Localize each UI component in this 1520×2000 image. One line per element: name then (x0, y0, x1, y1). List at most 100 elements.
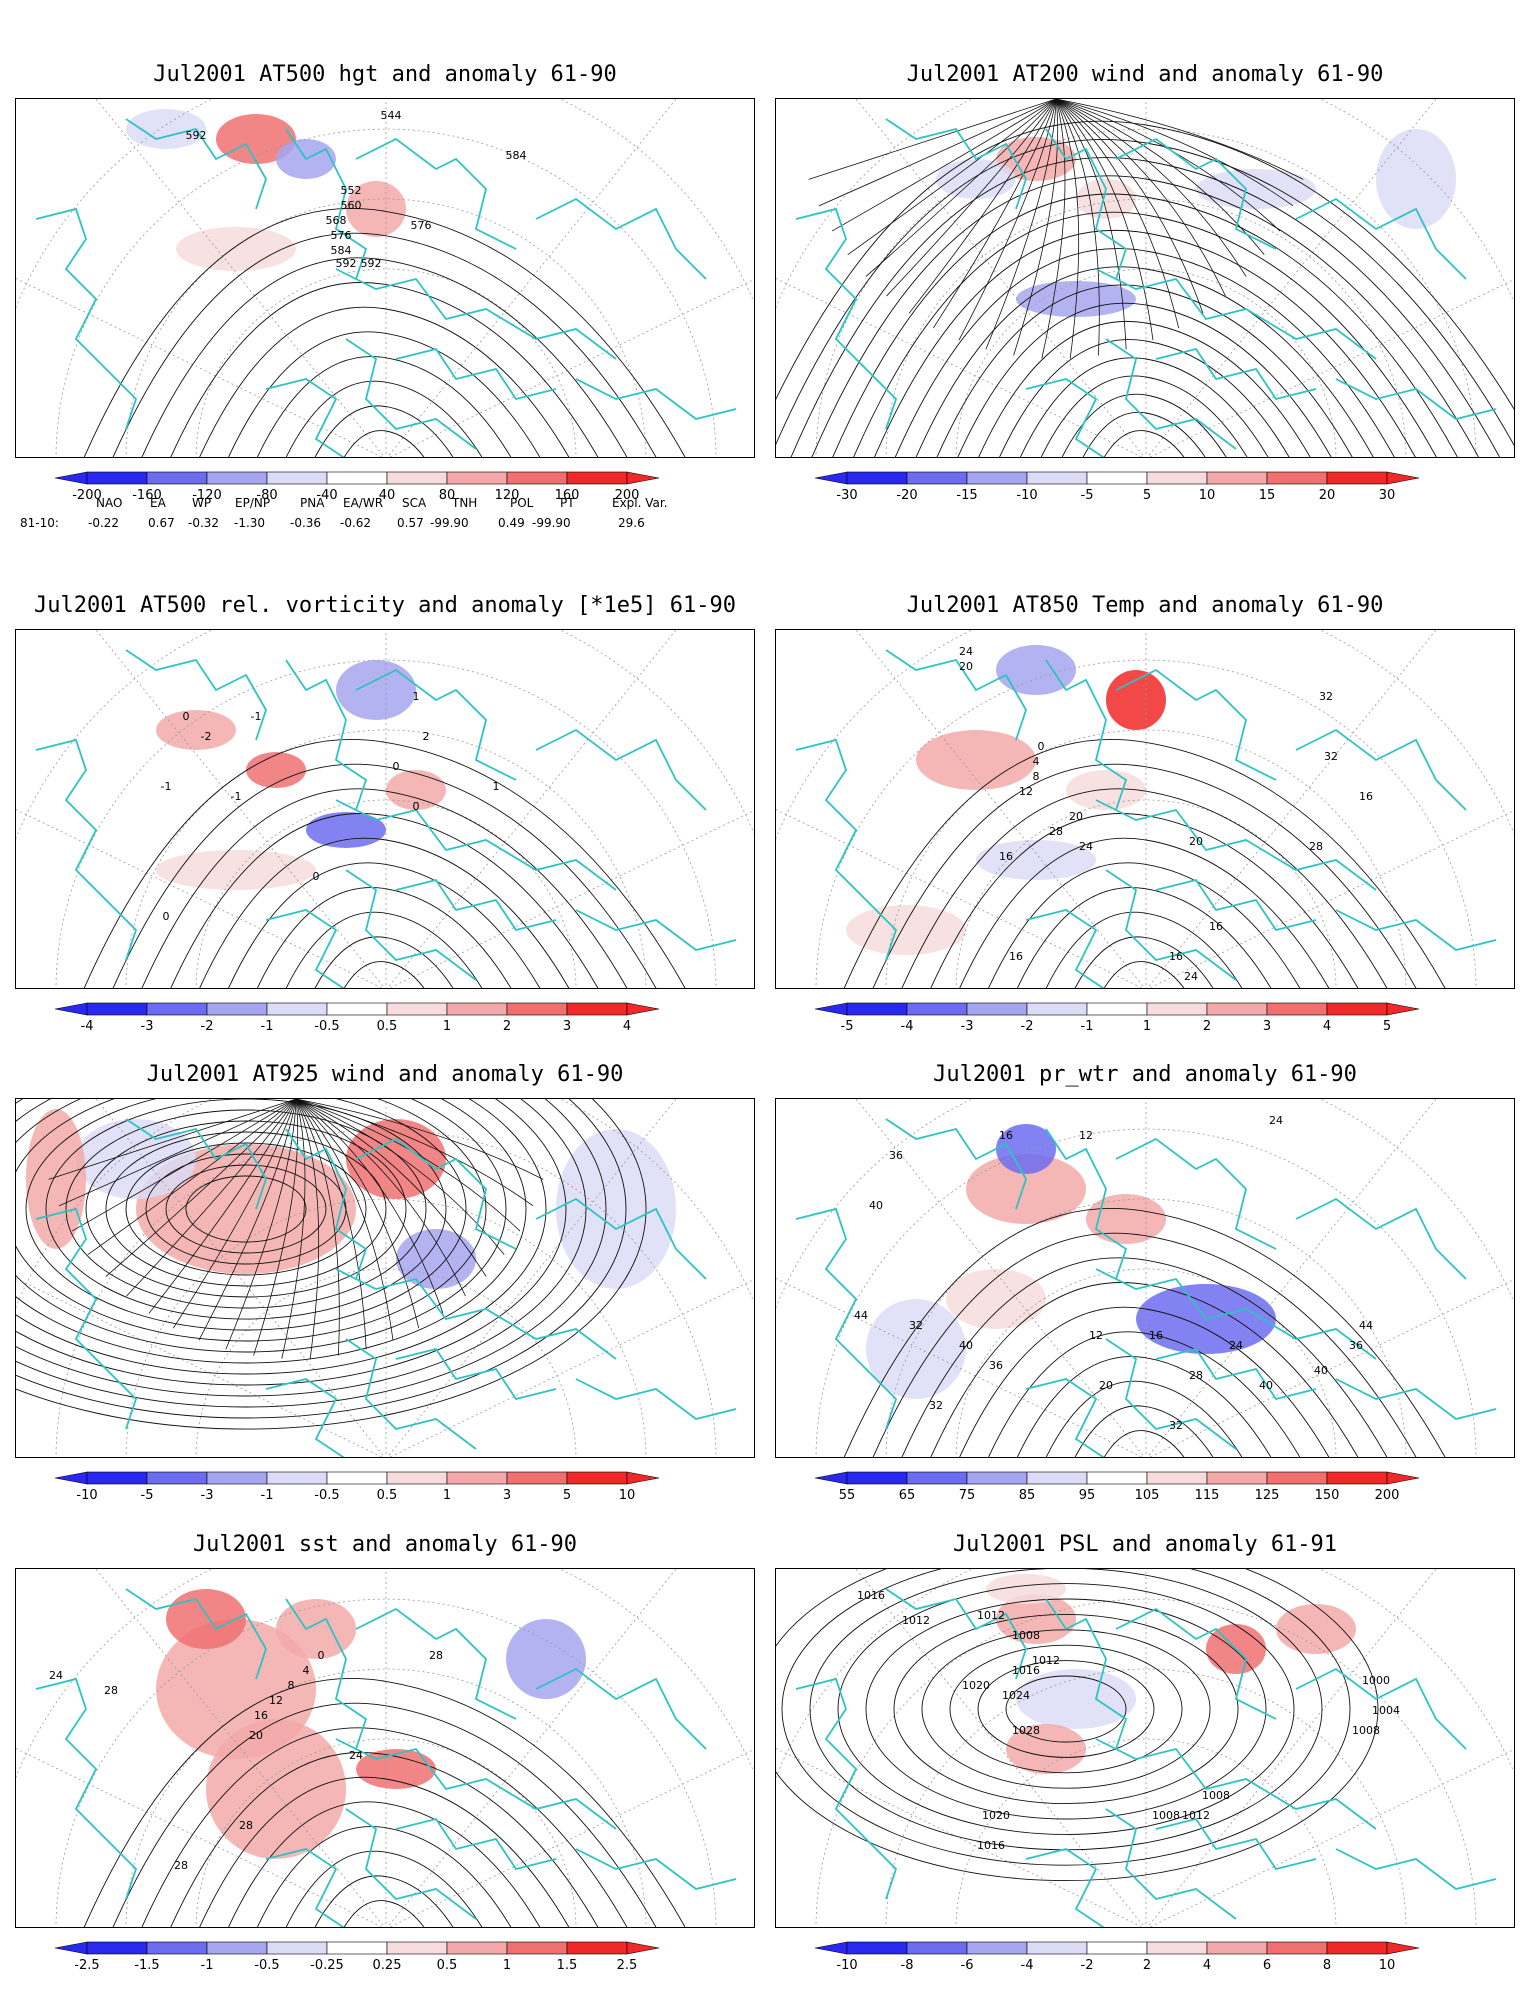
streamline (16, 1099, 607, 1408)
colorbar-tick-label: -160 (132, 488, 162, 503)
map-hgt500: 592 544 552 560 568 576 584 592 576 584 592 (15, 98, 755, 458)
contour-label: 592 (186, 129, 207, 142)
streamline (16, 1099, 507, 1353)
contour-label: 32 (1169, 1419, 1183, 1432)
coastline (1105, 869, 1237, 981)
contour-label: 28 (104, 1684, 118, 1697)
contour-label: 28 (239, 1819, 253, 1832)
coastline (885, 1118, 1027, 1210)
streamline (16, 1099, 527, 1364)
anomaly-shading (156, 850, 316, 890)
colorbar-segment (146, 471, 208, 485)
colorbar-segment (1266, 471, 1328, 485)
contour-label: 40 (959, 1339, 973, 1352)
anomaly-shading (1106, 670, 1166, 730)
streamline (776, 139, 1514, 446)
contour-line (256, 1826, 512, 1927)
streamline (105, 1099, 297, 1277)
coastline (395, 1347, 557, 1401)
coastline (1295, 1197, 1467, 1280)
latlon-grid-line (389, 1749, 754, 1927)
anomaly-shading (846, 905, 966, 955)
streamline (908, 99, 1057, 314)
coastline (1155, 347, 1317, 401)
coastline (1105, 1338, 1237, 1450)
contour-label: 28 (429, 1649, 443, 1662)
panel-title: Jul2001 AT500 hgt and anomaly 61-90 (153, 62, 617, 87)
colorbar-tick-label: 5 (1143, 488, 1151, 503)
coastline (395, 347, 557, 401)
coastline (1115, 137, 1277, 250)
colorbar-tick-label: 6 (1263, 1958, 1271, 1973)
colorbar-tick-label: -10 (1016, 488, 1037, 503)
colorbar-tick-label: 40 (379, 488, 396, 503)
latlon-grid-line (776, 1748, 1143, 1927)
coastline (125, 118, 267, 210)
contour-line (959, 837, 1330, 988)
coastline (1335, 1848, 1497, 1890)
anomaly-shading (966, 1154, 1086, 1224)
coastline (395, 1817, 557, 1871)
anomaly-shading (216, 114, 296, 164)
streamline (165, 1164, 327, 1254)
streamline (1019, 357, 1269, 457)
contour-label: 0 (1038, 740, 1045, 753)
coastline (535, 1667, 707, 1750)
streamline (16, 1099, 487, 1342)
contour-line (83, 208, 686, 457)
colorbar-segment (566, 1002, 628, 1016)
colorbar-segment (206, 471, 268, 485)
colorbar-arrow-right (626, 1002, 660, 1016)
contour-line (872, 1232, 1417, 1457)
streamline (25, 1099, 467, 1331)
colorbar-segment (506, 471, 568, 485)
colorbar-segment (906, 471, 968, 485)
streamline (16, 1099, 627, 1419)
contour-label: 1008 (1352, 1724, 1380, 1737)
map-psl: 1016 1012 1012 1008 1016 1012 1020 1024 1028 1020… (775, 1568, 1515, 1928)
colorbar-tick-label: -1 (261, 1019, 274, 1034)
coastline (265, 1848, 345, 1927)
contour-label: 24 (1229, 1339, 1243, 1352)
colorbar-temp850: -5 -4 -3 -2 -1 1 2 3 4 5 (814, 1001, 1475, 1041)
colorbar-tick-label: 1 (1143, 1019, 1151, 1034)
streamline (295, 1099, 394, 1341)
latlon-grid-line (95, 99, 385, 457)
contour-line (112, 232, 657, 457)
contour-line (314, 1875, 454, 1927)
latlon-grid-line (776, 1569, 1514, 1779)
latlon-grid-line (16, 809, 383, 988)
contour-label: 0 (183, 710, 190, 723)
streamline (853, 211, 1437, 457)
anomaly-shading (346, 1119, 446, 1199)
latlon-grid-line (955, 799, 1337, 988)
coastline (885, 118, 1027, 210)
colorbar-segment (266, 1002, 328, 1016)
contour-line (865, 1598, 1267, 1820)
colorbar-tick-label: 2.5 (617, 1958, 638, 1973)
contour-line (228, 1801, 541, 1927)
colorbar-tick-label: 2 (503, 1019, 511, 1034)
contour-label: 1004 (1372, 1704, 1400, 1717)
coastline (1295, 197, 1467, 280)
streamline (811, 175, 1479, 457)
colorbar-segment (326, 1471, 388, 1485)
colorbar-tick-label: 1 (443, 1488, 451, 1503)
coastline (535, 197, 707, 280)
streamline (808, 99, 1057, 180)
anomaly-shading (946, 1269, 1046, 1329)
colorbar-segment (1026, 471, 1088, 485)
latlon-grid-line (855, 99, 1145, 457)
colorbar-segment (1206, 1941, 1268, 1955)
contour-line (1103, 1430, 1185, 1457)
coastline (1045, 1128, 1128, 1280)
streamline (58, 1099, 297, 1207)
streamline (105, 1131, 387, 1287)
contour-label: 12 (269, 1694, 283, 1707)
colorbar-segment (506, 1941, 568, 1955)
anomaly-shading (386, 770, 446, 810)
colorbar-segment (266, 1471, 328, 1485)
contour-line (781, 1569, 1351, 1866)
contour-label: 44 (854, 1309, 868, 1322)
tele-value-nao: -0.22 (88, 516, 120, 530)
